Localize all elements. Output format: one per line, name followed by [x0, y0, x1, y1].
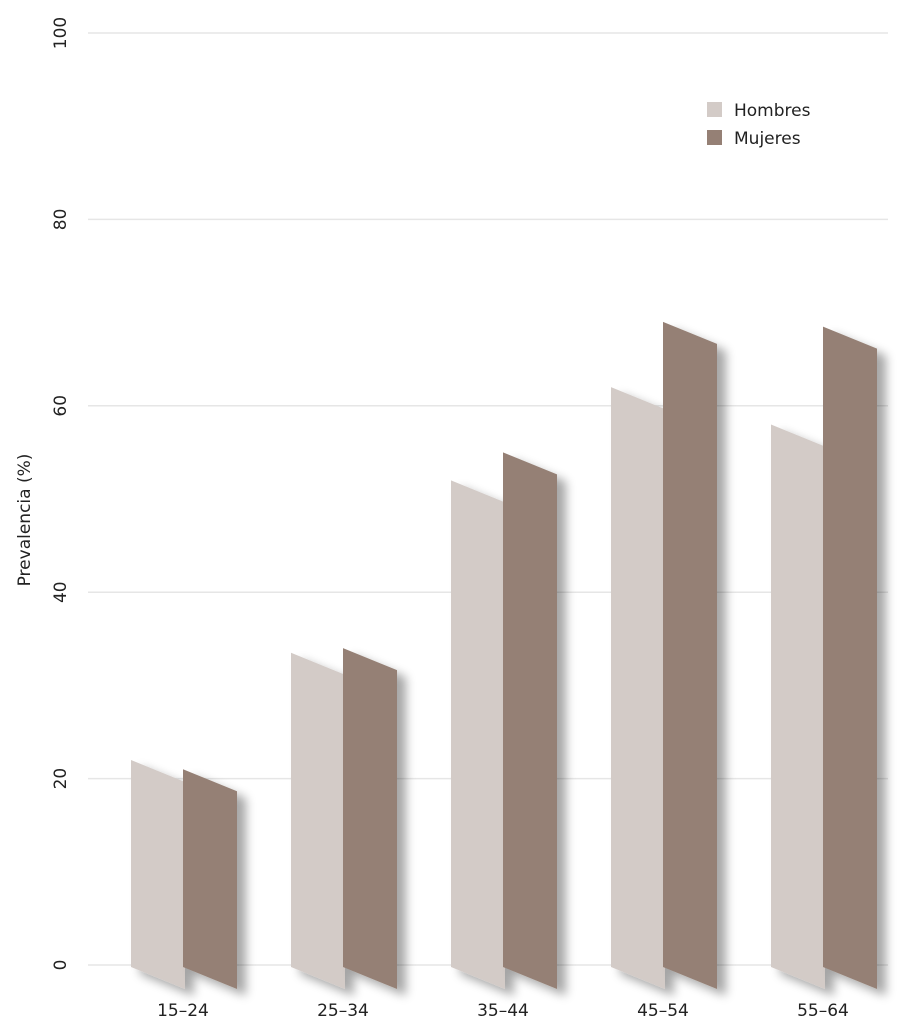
- legend-swatch-mujeres: [707, 130, 722, 145]
- bar-hombres-25-34: [291, 652, 345, 989]
- y-tick-label: 40: [51, 581, 71, 603]
- bar-hombres-35-44: [451, 480, 505, 989]
- bars: [131, 321, 877, 990]
- bar-hombres-55-64: [771, 424, 825, 989]
- bar-mujeres-15-24: [183, 769, 237, 989]
- y-tick-label: 0: [51, 960, 71, 971]
- y-axis-label: Prevalencia (%): [15, 454, 35, 587]
- x-tick-label: 25–34: [317, 1001, 369, 1021]
- legend-label-hombres: Hombres: [734, 101, 811, 121]
- y-tick-label: 80: [51, 209, 71, 231]
- y-tick-label: 100: [51, 17, 71, 49]
- legend-swatch-hombres: [707, 102, 722, 117]
- bar-hombres-45-54: [611, 387, 665, 989]
- x-tick-label: 15–24: [157, 1001, 209, 1021]
- legend: Hombres Mujeres: [707, 101, 811, 149]
- y-tick-label: 60: [51, 395, 71, 417]
- x-tick-label: 45–54: [637, 1001, 689, 1021]
- bar-mujeres-55-64: [823, 326, 877, 990]
- x-tick-label: 55–64: [797, 1001, 849, 1021]
- bar-mujeres-25-34: [343, 648, 397, 989]
- bar-hombres-15-24: [131, 759, 185, 989]
- y-tick-label: 20: [51, 768, 71, 790]
- legend-label-mujeres: Mujeres: [734, 129, 801, 149]
- x-axis-ticks: 15–24 25–34 35–44 45–54 55–64: [157, 1001, 849, 1021]
- bar-mujeres-45-54: [663, 321, 717, 989]
- y-axis-ticks: 0 20 40 60 80 100: [51, 17, 71, 971]
- x-tick-label: 35–44: [477, 1001, 529, 1021]
- bar-mujeres-35-44: [503, 452, 557, 989]
